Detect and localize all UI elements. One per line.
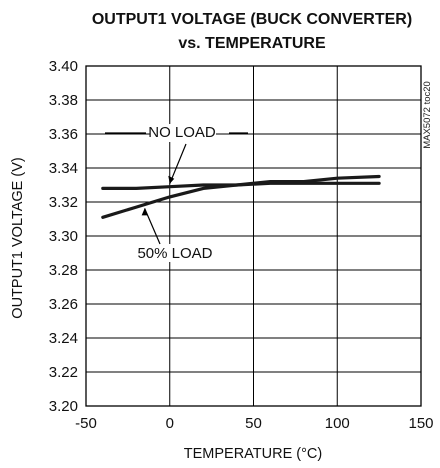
no-load-label-bg bbox=[150, 124, 216, 142]
y-tick-label: 3.34 bbox=[49, 160, 78, 177]
no-load-leader bbox=[169, 143, 187, 184]
no-load-label: NO LOAD bbox=[148, 124, 216, 141]
y-tick-label: 3.38 bbox=[49, 92, 78, 109]
half-load-arrowhead bbox=[141, 208, 148, 216]
x-tick-labels: -50 0 50 100 150 bbox=[75, 415, 433, 432]
plot-frame bbox=[85, 65, 422, 407]
y-axis-label: OUTPUT1 VOLTAGE (V) bbox=[10, 157, 26, 318]
series-line bbox=[101, 174, 381, 219]
half-load-label-bg bbox=[132, 244, 218, 262]
annotation-layer: NO LOAD 50% LOAD bbox=[105, 124, 248, 262]
series-layer bbox=[101, 174, 381, 219]
y-tick-label: 3.30 bbox=[49, 228, 78, 245]
y-tick-label: 3.32 bbox=[49, 194, 78, 211]
y-tick-label: 3.22 bbox=[49, 364, 78, 381]
x-tick-label: 50 bbox=[245, 415, 262, 432]
half-load-leader bbox=[144, 208, 161, 245]
x-axis-label: TEMPERATURE (°C) bbox=[184, 446, 322, 462]
chart-title-line1: OUTPUT1 VOLTAGE (BUCK CONVERTER) bbox=[92, 11, 412, 28]
y-tick-label: 3.24 bbox=[49, 330, 78, 347]
y-tick-label: 3.20 bbox=[49, 398, 78, 415]
y-tick-label: 3.40 bbox=[49, 58, 78, 75]
y-tick-label: 3.36 bbox=[49, 126, 78, 143]
watermark-label: MAX5072 toc20 bbox=[422, 81, 433, 149]
y-tick-labels: 3.40 3.38 3.36 3.34 3.32 3.30 3.28 3.26 3.24 3.22… bbox=[49, 58, 78, 415]
x-tick-label: 150 bbox=[408, 415, 433, 432]
half-load-label: 50% LOAD bbox=[137, 245, 212, 262]
grid-layer bbox=[85, 65, 422, 407]
x-tick-label: 0 bbox=[166, 415, 174, 432]
chart-title-line2: vs. TEMPERATURE bbox=[178, 35, 326, 52]
x-tick-label: 100 bbox=[325, 415, 350, 432]
y-tick-label: 3.28 bbox=[49, 262, 78, 279]
y-tick-label: 3.26 bbox=[49, 296, 78, 313]
no-load-arrowhead bbox=[168, 175, 175, 184]
x-tick-label: -50 bbox=[75, 415, 97, 432]
